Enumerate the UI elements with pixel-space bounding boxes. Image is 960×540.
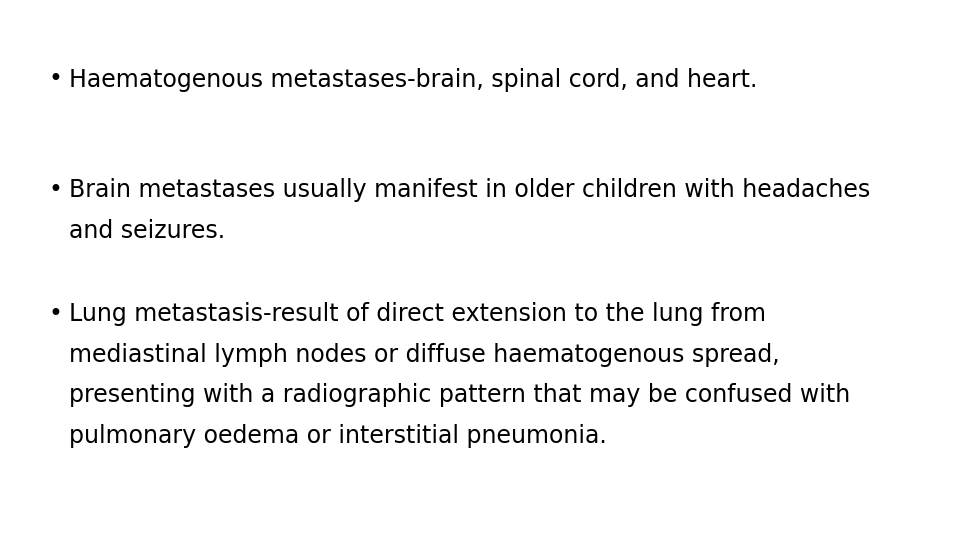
Text: •: • (48, 178, 61, 202)
Text: mediastinal lymph nodes or diffuse haematogenous spread,: mediastinal lymph nodes or diffuse haema… (69, 343, 780, 367)
Text: presenting with a radiographic pattern that may be confused with: presenting with a radiographic pattern t… (69, 383, 851, 407)
Text: •: • (48, 68, 61, 91)
Text: Brain metastases usually manifest in older children with headaches: Brain metastases usually manifest in old… (69, 178, 871, 202)
Text: Lung metastasis-result of direct extension to the lung from: Lung metastasis-result of direct extensi… (69, 302, 766, 326)
Text: •: • (48, 302, 61, 326)
Text: pulmonary oedema or interstitial pneumonia.: pulmonary oedema or interstitial pneumon… (69, 424, 607, 448)
Text: Haematogenous metastases-brain, spinal cord, and heart.: Haematogenous metastases-brain, spinal c… (69, 68, 757, 91)
Text: and seizures.: and seizures. (69, 219, 226, 242)
